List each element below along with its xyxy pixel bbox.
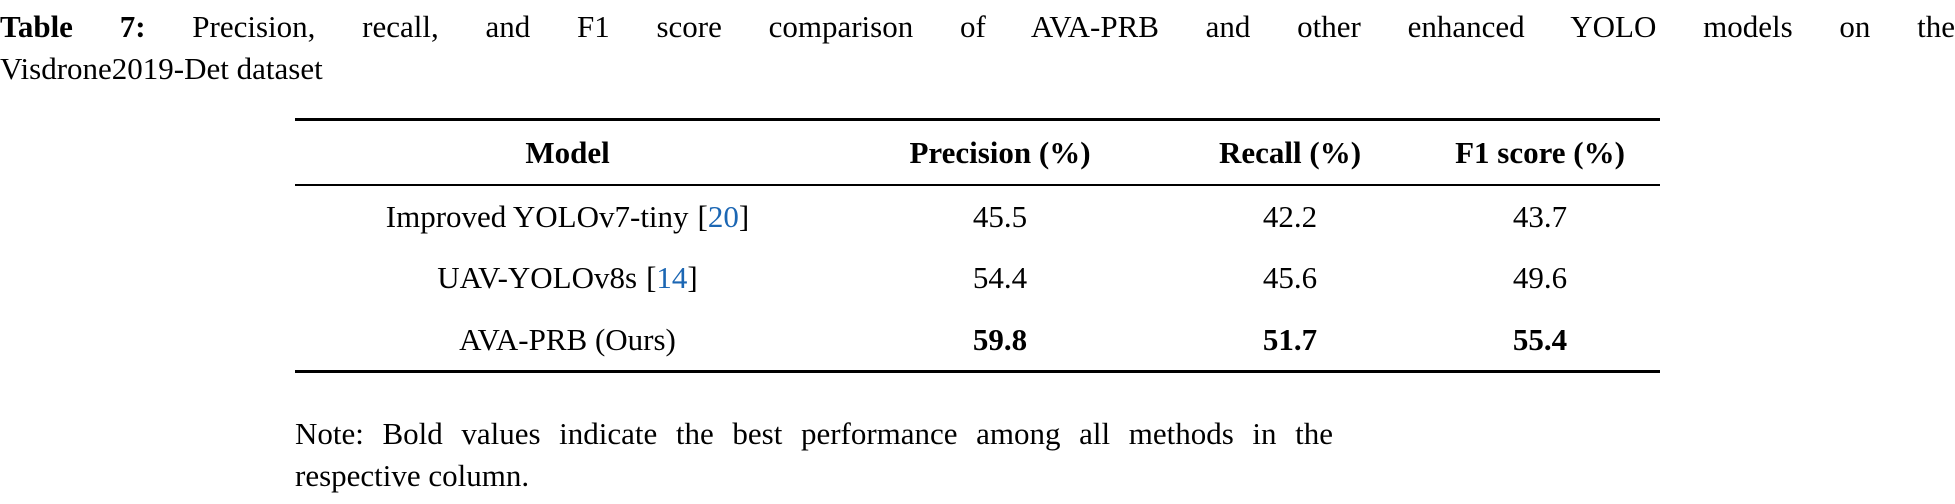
column-header-model: Model bbox=[525, 135, 610, 170]
precision-value: 59.8 bbox=[972, 321, 1028, 357]
column-header-f1: F1 score (%) bbox=[1455, 135, 1625, 170]
header-row: Model Precision (%) Recall (%) F1 score … bbox=[295, 119, 1660, 186]
model-name: Improved YOLOv7-tiny bbox=[385, 199, 689, 235]
table-note: Note: Bold values indicate the best perf… bbox=[295, 413, 1333, 497]
table-caption-label: Table 7: bbox=[0, 9, 146, 44]
recall-value: 45.6 bbox=[1262, 260, 1318, 296]
citation-link[interactable]: 20 bbox=[698, 199, 750, 234]
results-table: Model Precision (%) Recall (%) F1 score … bbox=[295, 118, 1660, 373]
model-name: AVA-PRB (Ours) bbox=[459, 321, 676, 357]
model-name: UAV-YOLOv8s bbox=[437, 260, 638, 296]
f1-value: 55.4 bbox=[1512, 321, 1568, 357]
precision-value: 54.4 bbox=[972, 260, 1028, 296]
citation-number[interactable]: 20 bbox=[707, 199, 739, 235]
model-cell: AVA-PRB (Ours) bbox=[295, 309, 840, 372]
table-note-line2: respective column. bbox=[295, 457, 530, 493]
table-row: AVA-PRB (Ours) 59.8 51.7 55.4 bbox=[295, 309, 1660, 372]
f1-value: 49.6 bbox=[1512, 260, 1568, 296]
table-caption: Table 7: Precision, recall, and F1 score… bbox=[0, 6, 1955, 90]
table-caption-text: Precision, recall, and F1 score comparis… bbox=[192, 9, 1955, 44]
table-note-line1: Note: Bold values indicate the best perf… bbox=[295, 415, 1333, 451]
citation-number[interactable]: 14 bbox=[656, 260, 688, 296]
model-cell: UAV-YOLOv8s 14 bbox=[295, 247, 840, 308]
results-table-body: Improved YOLOv7-tiny 20 45.5 42.2 43.7 UA… bbox=[295, 185, 1660, 372]
recall-value: 42.2 bbox=[1262, 199, 1318, 235]
column-header-recall: Recall (%) bbox=[1218, 135, 1362, 170]
precision-value: 45.5 bbox=[972, 199, 1028, 235]
column-header-precision: Precision (%) bbox=[909, 135, 1091, 170]
table-row: Improved YOLOv7-tiny 20 45.5 42.2 43.7 bbox=[295, 185, 1660, 247]
f1-value: 43.7 bbox=[1512, 199, 1568, 235]
table-row: UAV-YOLOv8s 14 54.4 45.6 49.6 bbox=[295, 247, 1660, 308]
citation-link[interactable]: 14 bbox=[646, 260, 698, 295]
model-cell: Improved YOLOv7-tiny 20 bbox=[295, 185, 840, 247]
results-table-header: Model Precision (%) Recall (%) F1 score … bbox=[295, 119, 1660, 186]
recall-value: 51.7 bbox=[1262, 321, 1318, 357]
table-caption-line1: Table 7: Precision, recall, and F1 score… bbox=[0, 6, 1955, 48]
table-caption-line2: Visdrone2019-Det dataset bbox=[0, 51, 323, 86]
